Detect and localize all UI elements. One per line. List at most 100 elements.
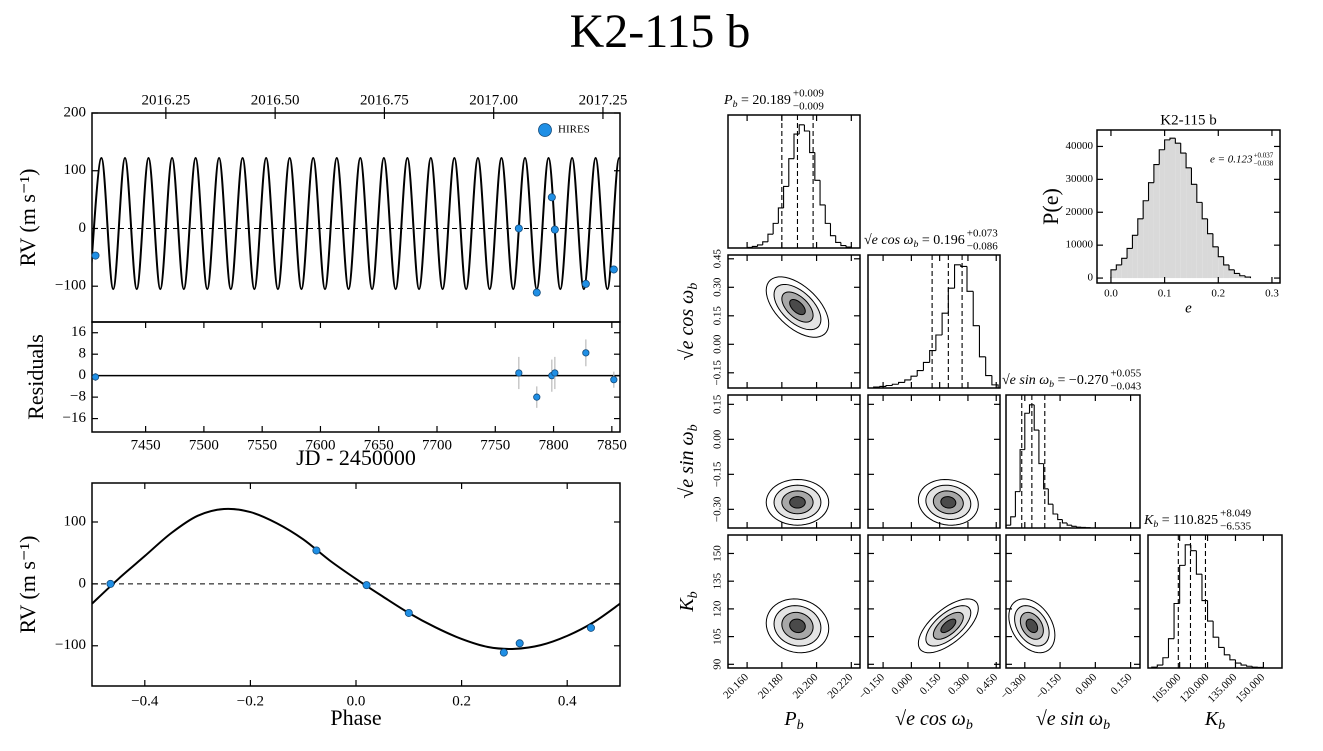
legend-label: HIRES xyxy=(558,124,590,136)
histogram-step xyxy=(1115,264,1122,270)
histogram-step xyxy=(1142,200,1149,219)
histogram-step xyxy=(1217,246,1224,258)
model-curve xyxy=(92,157,620,291)
histogram-bin xyxy=(910,375,918,380)
title-value: = 20.189 xyxy=(737,93,790,108)
y-tick-label: −100 xyxy=(55,637,86,653)
x-axis-label: e xyxy=(1185,300,1192,316)
histogram-step xyxy=(1196,184,1203,203)
histogram-bin xyxy=(1167,638,1175,658)
histogram-bin xyxy=(1246,665,1253,667)
histogram-bin xyxy=(1043,463,1049,490)
data-point xyxy=(91,373,100,381)
y-tick-label: −8 xyxy=(70,389,86,405)
histogram-bin xyxy=(966,266,974,292)
y-tick-label: 0.00 xyxy=(712,429,724,449)
density-contour xyxy=(940,618,957,634)
density-contour xyxy=(789,618,806,634)
x-tick-label: 2016.50 xyxy=(251,92,300,108)
data-point xyxy=(91,251,100,260)
histogram-bin xyxy=(879,385,887,388)
x-tick-label: −0.300 xyxy=(998,671,1029,702)
histogram-bin xyxy=(1251,666,1258,668)
param-label: √e cos ωb xyxy=(676,283,702,361)
histogram-bar xyxy=(1218,256,1224,279)
histogram-bar xyxy=(1148,182,1154,279)
x-tick-label: 0.4 xyxy=(558,693,577,709)
x-tick-label: 0.0 xyxy=(347,693,366,709)
histogram-bar xyxy=(1207,233,1213,279)
y-axis-label: RV (m s⁻¹) xyxy=(15,536,40,634)
histogram-step xyxy=(1110,269,1117,279)
histogram-bar xyxy=(1153,164,1160,279)
data-point xyxy=(582,349,590,357)
histogram-bin xyxy=(978,325,986,358)
histogram-bar xyxy=(1202,218,1208,279)
y-tick-label: 40000 xyxy=(1066,140,1094,152)
data-point xyxy=(499,648,508,657)
x-tick-label: 7600 xyxy=(305,437,335,453)
x-tick-label: −0.150 xyxy=(1034,671,1065,702)
histogram-bin xyxy=(1156,664,1163,668)
label-sub: b xyxy=(1049,379,1054,390)
y-tick-label: 0 xyxy=(79,367,87,383)
histogram-bin xyxy=(746,246,753,248)
param-label: Pb = 20.189 xyxy=(723,93,791,110)
plot-frame xyxy=(867,534,1001,669)
histogram-bin xyxy=(783,185,789,208)
data-point xyxy=(404,608,413,617)
histogram-bin xyxy=(891,383,899,386)
histogram-bin xyxy=(1240,663,1247,666)
histogram-bin xyxy=(922,361,930,371)
histogram-step xyxy=(1164,139,1170,150)
title-value: = 110.825 xyxy=(1158,513,1218,528)
y-tick-label: 0 xyxy=(79,575,87,591)
label-sub: b xyxy=(686,424,701,431)
y-tick-label: 0.15 xyxy=(712,394,724,414)
histogram-bar xyxy=(1110,269,1117,279)
histogram-bin xyxy=(756,244,763,247)
x-tick-label: 20.200 xyxy=(791,671,821,701)
histogram-bin xyxy=(1234,659,1242,664)
y-tick-label: −0.15 xyxy=(712,461,724,487)
histogram-bin xyxy=(1075,526,1082,528)
histogram-bin xyxy=(1038,430,1044,465)
density-contour xyxy=(789,299,806,316)
x-axis-label: Phase xyxy=(330,705,381,730)
x-tick-label: 105.000 xyxy=(1150,671,1184,705)
histogram-bin xyxy=(960,264,967,267)
label-main: √e sin ω xyxy=(676,431,698,498)
y-axis-label: Residuals xyxy=(23,334,48,420)
data-point xyxy=(362,581,371,590)
histogram-bin xyxy=(897,381,905,385)
histogram-bin xyxy=(1019,449,1025,492)
histogram-bin xyxy=(1071,525,1077,527)
x-tick-label: 0.3 xyxy=(1265,288,1279,300)
label-main: P xyxy=(783,708,796,730)
histogram-bar xyxy=(1239,275,1246,279)
label-sub: b xyxy=(686,591,701,598)
histogram-step xyxy=(1233,269,1240,275)
histogram-bin xyxy=(835,235,841,244)
histogram-bin xyxy=(985,356,992,377)
histogram-bin xyxy=(1162,657,1169,666)
histogram-bin xyxy=(904,379,911,383)
histogram-bin xyxy=(1184,544,1191,566)
y-tick-label: −0.15 xyxy=(712,360,724,386)
x-tick-label: 0.150 xyxy=(1109,671,1135,697)
histogram-bin xyxy=(1218,637,1225,649)
histogram-bin xyxy=(1179,564,1186,604)
data-point xyxy=(547,193,556,202)
data-point xyxy=(609,265,618,274)
histogram-bin xyxy=(1010,516,1016,526)
x-tick-label: 135.000 xyxy=(1206,671,1240,705)
x-tick-label: 2016.75 xyxy=(360,92,409,108)
x-tick-label: 7650 xyxy=(364,437,394,453)
histogram-bar xyxy=(1234,273,1240,279)
x-tick-label: 120.000 xyxy=(1178,671,1212,705)
histogram-bin xyxy=(762,241,768,245)
plot-frame xyxy=(867,394,1001,529)
label-main: K xyxy=(1143,513,1154,528)
plot-frame xyxy=(91,482,621,687)
x-tick-label: 7750 xyxy=(480,437,510,453)
